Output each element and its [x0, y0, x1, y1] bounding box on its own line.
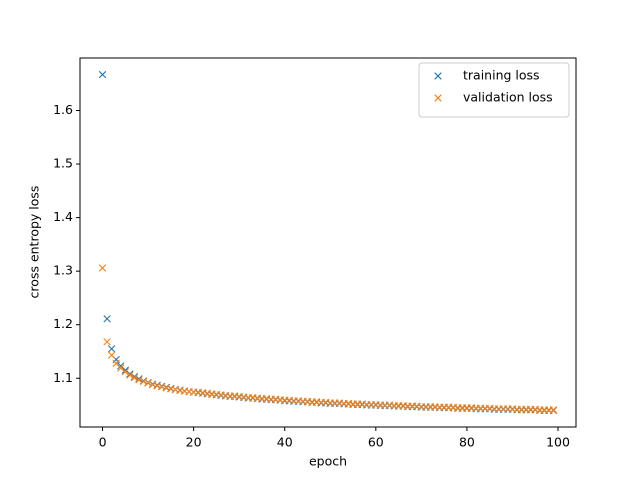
x-axis-label: epoch — [309, 454, 347, 469]
point — [148, 381, 157, 389]
x-tick-label: 60 — [368, 435, 384, 450]
x-tick-label: 40 — [277, 435, 293, 450]
point — [126, 371, 134, 379]
y-tick-label: 1.6 — [53, 102, 73, 117]
point — [98, 264, 107, 272]
point — [98, 70, 107, 79]
x-tick-label: 100 — [546, 435, 570, 450]
point — [126, 370, 134, 378]
point — [162, 384, 170, 392]
point — [130, 372, 139, 381]
point — [107, 345, 116, 353]
point — [130, 374, 139, 382]
y-tick-label: 1.2 — [53, 316, 73, 331]
point — [144, 379, 152, 387]
point — [139, 377, 148, 386]
point — [103, 338, 111, 346]
point — [117, 364, 125, 372]
legend-box — [418, 62, 570, 118]
y-axis-label: cross entropy loss — [27, 186, 42, 299]
x-tick-label: 80 — [459, 435, 475, 450]
point — [153, 382, 161, 390]
y-tick-label: 1.1 — [53, 370, 73, 385]
point — [171, 385, 180, 394]
point — [549, 406, 558, 414]
legend-label: training loss — [463, 68, 540, 83]
y-tick-label: 1.3 — [53, 263, 73, 278]
x-tick-label: 0 — [99, 435, 107, 450]
legend-label: validation loss — [463, 90, 553, 105]
x-tick-label: 20 — [186, 435, 202, 450]
point — [103, 315, 111, 323]
point — [135, 375, 143, 383]
point — [121, 368, 130, 376]
legend-marker — [434, 72, 442, 80]
point — [107, 351, 116, 359]
y-tick-label: 1.4 — [53, 209, 73, 224]
plot-frame — [79, 57, 577, 428]
point — [158, 383, 166, 391]
point — [135, 376, 143, 384]
y-tick-label: 1.5 — [53, 156, 73, 171]
legend-marker — [434, 94, 442, 102]
